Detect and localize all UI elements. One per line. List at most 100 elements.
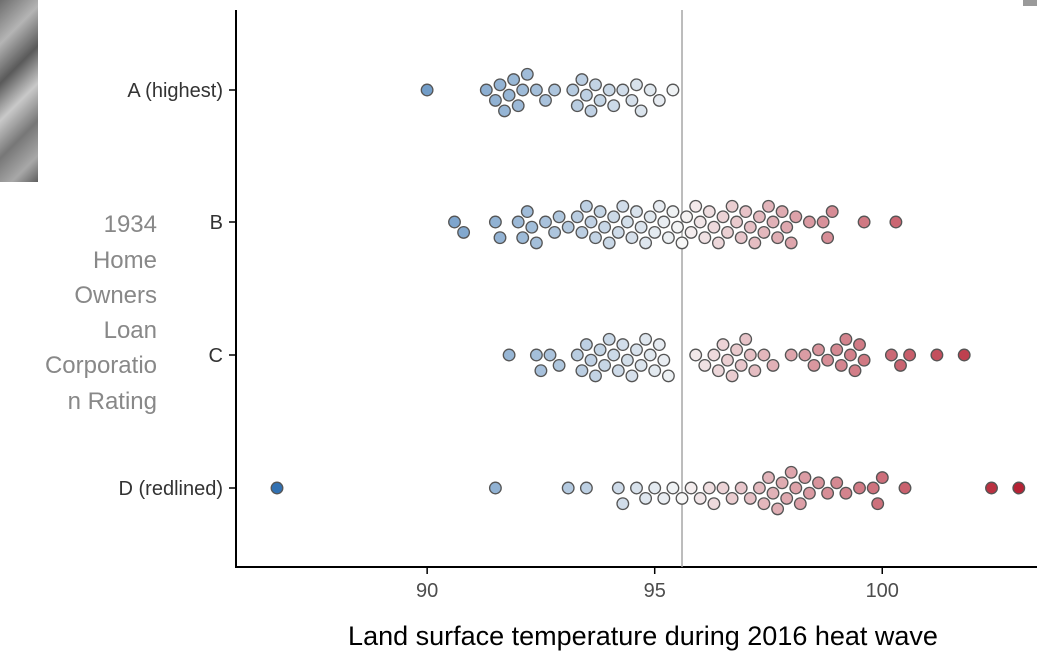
data-point <box>730 343 744 357</box>
y-axis-title-line: Corporatio <box>45 352 157 379</box>
data-point <box>798 471 812 485</box>
data-point <box>985 481 998 495</box>
data-point <box>789 481 803 495</box>
data-point <box>812 343 825 357</box>
data-point <box>821 486 835 500</box>
data-point <box>725 369 739 383</box>
data-point <box>625 93 639 107</box>
data-points <box>270 67 1026 516</box>
data-point <box>671 220 684 234</box>
data-point <box>570 210 584 224</box>
data-point <box>830 343 844 357</box>
data-point <box>675 236 689 250</box>
data-point <box>798 348 812 362</box>
data-point <box>757 225 771 239</box>
data-point <box>602 236 616 250</box>
data-point <box>762 471 775 485</box>
data-point <box>502 348 516 362</box>
data-point <box>630 343 643 357</box>
data-point <box>743 491 757 505</box>
data-point <box>634 358 648 372</box>
data-point <box>579 481 593 495</box>
data-point <box>780 220 794 234</box>
data-point <box>857 215 871 229</box>
data-point <box>839 486 853 500</box>
category-ticks: A (highest) B C D (redlined) <box>119 80 236 500</box>
data-point <box>693 215 707 229</box>
data-point <box>825 205 839 219</box>
data-point <box>589 231 602 245</box>
data-point <box>748 236 762 250</box>
data-point <box>598 358 612 372</box>
data-point <box>584 215 598 229</box>
data-point <box>488 215 502 229</box>
data-point <box>639 332 653 346</box>
data-point <box>853 481 866 495</box>
data-point <box>570 99 584 113</box>
data-point <box>534 364 548 378</box>
data-point <box>957 348 971 362</box>
data-point <box>639 491 653 505</box>
data-point <box>780 491 794 505</box>
data-point <box>539 93 552 107</box>
data-point <box>593 93 607 107</box>
data-point <box>457 225 471 239</box>
data-point <box>743 220 757 234</box>
data-point <box>889 215 903 229</box>
data-point <box>634 220 648 234</box>
data-point <box>584 104 598 118</box>
data-point <box>611 225 625 239</box>
data-point <box>584 353 598 367</box>
data-point <box>771 231 785 245</box>
data-point <box>666 481 680 495</box>
data-point <box>570 348 584 362</box>
data-point <box>643 348 657 362</box>
data-point <box>707 220 721 234</box>
data-point <box>548 225 562 239</box>
data-point <box>639 236 653 250</box>
data-point <box>711 364 725 378</box>
data-point <box>834 358 848 372</box>
data-point <box>507 73 521 87</box>
data-point <box>807 358 821 372</box>
data-point <box>652 338 666 352</box>
data-point <box>611 481 625 495</box>
data-point <box>589 369 602 383</box>
data-point <box>757 497 771 511</box>
data-point <box>930 348 944 362</box>
data-point <box>766 486 780 500</box>
data-point <box>648 481 662 495</box>
data-point <box>575 225 589 239</box>
data-point <box>657 215 671 229</box>
data-point <box>657 353 671 367</box>
data-point <box>707 348 721 362</box>
data-point <box>652 93 666 107</box>
data-point <box>812 476 825 490</box>
data-point <box>493 78 507 92</box>
data-point <box>725 491 739 505</box>
data-point <box>602 332 616 346</box>
data-point <box>498 104 511 118</box>
data-point <box>702 205 716 219</box>
data-point <box>448 215 461 229</box>
data-point <box>734 358 748 372</box>
data-point <box>734 231 748 245</box>
data-point <box>579 88 593 102</box>
data-point <box>630 481 643 495</box>
data-point <box>771 502 785 516</box>
data-point <box>420 83 434 97</box>
data-point <box>830 476 844 490</box>
data-point <box>630 205 643 219</box>
data-point <box>721 225 734 239</box>
x-tick-label: 95 <box>644 580 666 602</box>
data-point <box>766 358 780 372</box>
y-axis-title-line: 1934 <box>104 211 157 238</box>
data-point <box>707 497 721 511</box>
data-point <box>757 348 771 362</box>
category-tick-label: B <box>210 212 223 234</box>
data-point <box>634 104 648 118</box>
data-point <box>666 205 680 219</box>
data-point <box>552 358 566 372</box>
data-point <box>857 353 871 367</box>
data-point <box>643 210 657 224</box>
